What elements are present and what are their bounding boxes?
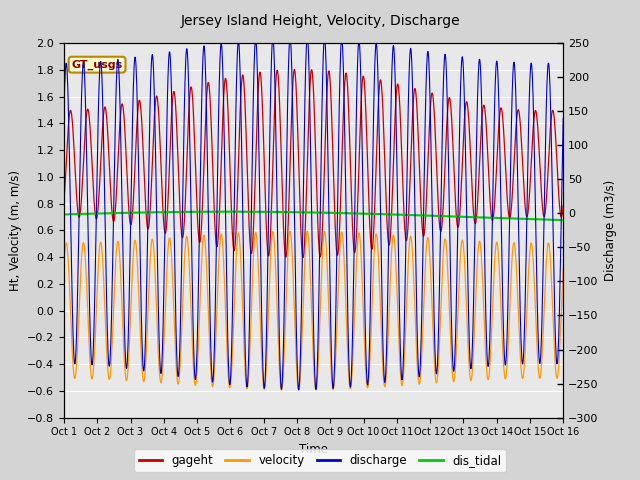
Legend: gageht, velocity, discharge, dis_tidal: gageht, velocity, discharge, dis_tidal bbox=[134, 449, 506, 472]
Text: Jersey Island Height, Velocity, Discharge: Jersey Island Height, Velocity, Discharg… bbox=[180, 14, 460, 28]
Text: GT_usgs: GT_usgs bbox=[72, 60, 123, 70]
Y-axis label: Discharge (m3/s): Discharge (m3/s) bbox=[604, 180, 617, 281]
X-axis label: Time: Time bbox=[299, 443, 328, 456]
Y-axis label: Ht, Velocity (m, m/s): Ht, Velocity (m, m/s) bbox=[8, 170, 22, 291]
